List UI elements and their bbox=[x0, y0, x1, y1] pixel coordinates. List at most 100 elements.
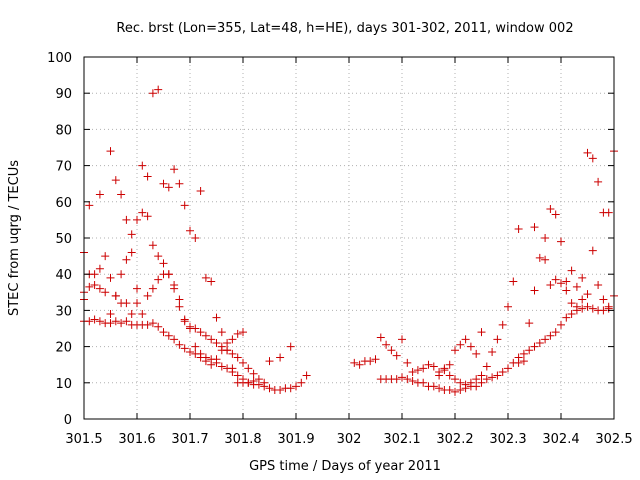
data-point bbox=[392, 375, 401, 384]
data-point bbox=[212, 313, 221, 322]
data-point bbox=[249, 369, 258, 378]
data-point bbox=[488, 348, 497, 357]
y-axis-label: STEC from uqrg / TECUs bbox=[7, 160, 22, 316]
data-point bbox=[106, 319, 115, 328]
data-point bbox=[127, 248, 136, 257]
data-point bbox=[382, 340, 391, 349]
data-point bbox=[154, 252, 163, 261]
data-point bbox=[228, 349, 237, 358]
data-point bbox=[201, 273, 210, 282]
data-point bbox=[186, 348, 194, 357]
data-point bbox=[403, 358, 412, 367]
data-point bbox=[122, 215, 131, 224]
data-point bbox=[117, 270, 126, 279]
data-point bbox=[551, 328, 560, 337]
data-point bbox=[461, 380, 470, 389]
data-point bbox=[525, 346, 534, 355]
x-tick-label: 301.8 bbox=[224, 432, 261, 447]
data-point bbox=[201, 331, 210, 340]
data-point bbox=[233, 329, 242, 338]
data-point bbox=[111, 176, 120, 185]
data-point bbox=[466, 378, 475, 387]
data-point bbox=[159, 259, 168, 268]
data-point bbox=[567, 310, 576, 319]
data-point bbox=[223, 338, 232, 347]
data-point bbox=[472, 375, 481, 384]
data-point bbox=[419, 378, 428, 387]
data-point bbox=[223, 346, 232, 355]
data-point bbox=[111, 317, 120, 326]
data-point bbox=[254, 375, 263, 384]
data-point bbox=[207, 277, 216, 286]
data-point bbox=[466, 342, 475, 351]
data-point bbox=[572, 282, 581, 291]
data-point bbox=[117, 319, 126, 328]
y-tick-label: 60 bbox=[55, 196, 72, 211]
data-point bbox=[249, 376, 258, 385]
data-point bbox=[297, 378, 306, 387]
y-tick-label: 0 bbox=[64, 413, 72, 428]
data-point bbox=[292, 382, 300, 391]
data-point bbox=[557, 320, 565, 329]
data-point bbox=[170, 165, 179, 174]
data-point bbox=[530, 286, 539, 295]
data-point bbox=[196, 349, 205, 358]
data-point bbox=[106, 273, 115, 282]
data-point bbox=[562, 286, 571, 295]
data-point bbox=[180, 317, 189, 326]
data-point bbox=[101, 288, 110, 297]
data-point bbox=[541, 234, 550, 242]
data-point bbox=[477, 328, 486, 337]
data-point bbox=[509, 277, 518, 286]
data-point bbox=[201, 357, 210, 366]
data-point bbox=[186, 226, 194, 235]
data-point bbox=[557, 279, 565, 288]
data-point bbox=[424, 360, 433, 369]
data-point bbox=[148, 89, 157, 98]
data-point bbox=[525, 319, 534, 328]
data-point bbox=[572, 302, 581, 311]
data-point bbox=[95, 190, 104, 199]
data-point bbox=[95, 284, 104, 293]
chart-title: Rec. brst (Lon=355, Lat=48, h=HE), days … bbox=[116, 21, 573, 36]
data-point bbox=[583, 148, 592, 157]
x-tick-label: 301.7 bbox=[171, 432, 208, 447]
data-point bbox=[133, 299, 141, 308]
data-point bbox=[456, 340, 465, 349]
data-point bbox=[212, 338, 221, 347]
data-point bbox=[159, 328, 168, 337]
y-tick-label: 40 bbox=[55, 268, 72, 283]
data-point bbox=[154, 275, 163, 284]
data-point bbox=[541, 255, 550, 264]
data-point bbox=[514, 224, 523, 233]
data-point bbox=[562, 277, 571, 286]
data-point bbox=[286, 384, 295, 393]
x-tick-label: 302.4 bbox=[542, 432, 579, 447]
data-point bbox=[398, 373, 406, 382]
data-point bbox=[530, 223, 539, 232]
data-point bbox=[228, 364, 237, 373]
data-point bbox=[599, 295, 608, 304]
data-point bbox=[133, 215, 141, 224]
data-point bbox=[445, 371, 454, 380]
data-point bbox=[546, 281, 555, 290]
data-point bbox=[408, 376, 417, 385]
data-point bbox=[170, 335, 179, 344]
data-point bbox=[504, 302, 512, 311]
x-tick-label: 301.5 bbox=[65, 432, 102, 447]
data-point bbox=[265, 384, 274, 393]
data-point bbox=[350, 358, 359, 367]
data-point bbox=[217, 328, 226, 337]
data-point bbox=[207, 360, 216, 369]
data-point bbox=[164, 270, 173, 279]
data-point bbox=[164, 183, 173, 192]
data-point bbox=[588, 246, 597, 255]
data-point bbox=[101, 252, 110, 261]
data-point bbox=[435, 367, 444, 376]
data-point bbox=[435, 384, 444, 393]
data-point bbox=[451, 375, 459, 384]
data-point bbox=[594, 177, 603, 186]
data-point bbox=[212, 355, 221, 364]
data-point bbox=[583, 290, 592, 299]
